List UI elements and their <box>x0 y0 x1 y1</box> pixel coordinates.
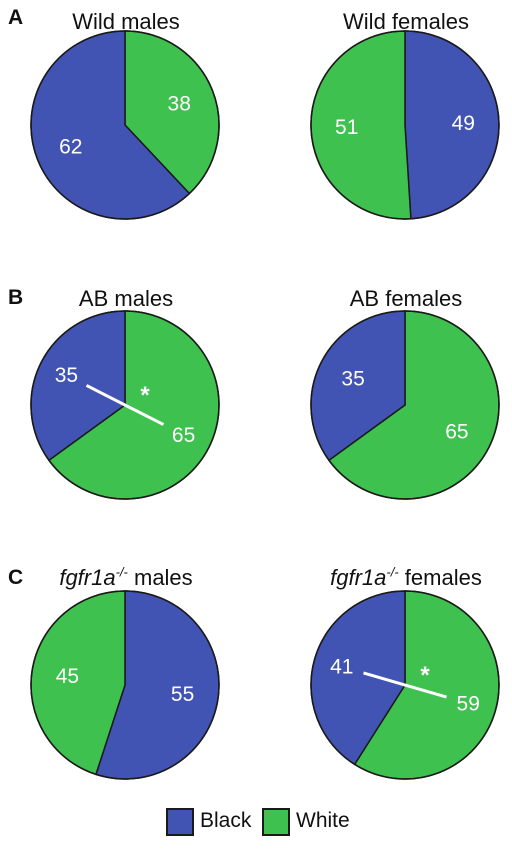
pie-outline <box>30 590 220 780</box>
pie-outline <box>30 310 220 500</box>
pie-ab-males: * 65 35 <box>30 310 220 500</box>
pie-wild-males: 38 62 <box>30 30 220 220</box>
pie-value-label-black: 49 <box>452 112 475 135</box>
pie-value-label-white: 45 <box>56 665 79 688</box>
pie-value-label-black: 35 <box>55 364 78 387</box>
pie-title-fgfr1a-males: fgfr1a-/- males <box>6 565 246 591</box>
pie-value-label-black: 35 <box>341 368 364 391</box>
significance-line <box>85 384 165 426</box>
pie-value-label-black: 41 <box>330 656 353 679</box>
panel-letter-b: B <box>8 286 24 309</box>
pie-title-fgfr1a-females: fgfr1a-/- females <box>286 565 512 591</box>
legend: Black White <box>0 804 512 844</box>
significance-asterisk: * <box>140 382 150 409</box>
pie-fgfr1a-males: 55 45 <box>30 590 220 780</box>
pie-value-label-black: 55 <box>171 683 194 706</box>
genotype-superscript: -/- <box>115 564 128 580</box>
pie-value-label-white: 59 <box>457 692 480 715</box>
pie-value-label-white: 65 <box>172 424 195 447</box>
pie-value-label-white: 38 <box>168 93 191 116</box>
gene-name: fgfr1a <box>330 565 387 590</box>
pie-value-label-white: 65 <box>445 421 468 444</box>
pie-outline <box>310 30 500 220</box>
pie-title-wild-males: Wild males <box>72 9 180 34</box>
pie-title-ab-males: AB males <box>78 286 174 311</box>
pie-ab-females: 65 35 <box>310 310 500 500</box>
legend-swatch-black <box>166 808 194 836</box>
legend-swatch-white <box>262 808 290 836</box>
sex-label: males <box>127 565 193 590</box>
pie-title-ab-females: AB females <box>349 286 463 311</box>
pie-outline <box>30 30 220 220</box>
legend-label-black: Black <box>200 809 252 832</box>
panel-letter-a: A <box>8 6 24 29</box>
genotype-superscript: -/- <box>386 564 399 580</box>
pie-fgfr1a-females: * 59 41 <box>310 590 500 780</box>
significance-asterisk: * <box>420 662 430 689</box>
pie-slice-white <box>310 30 412 220</box>
gene-name: fgfr1a <box>59 565 116 590</box>
pie-wild-females: 49 51 <box>310 30 500 220</box>
significance-line <box>363 671 447 699</box>
panel-letter-c: C <box>8 566 24 589</box>
pie-outline <box>310 310 500 500</box>
pie-value-label-white: 51 <box>335 116 358 139</box>
pie-outline <box>310 590 500 780</box>
sex-label: females <box>398 565 482 590</box>
pie-title-wild-females: Wild females <box>343 9 469 34</box>
pie-value-label-black: 62 <box>59 136 82 159</box>
legend-label-white: White <box>296 809 350 832</box>
